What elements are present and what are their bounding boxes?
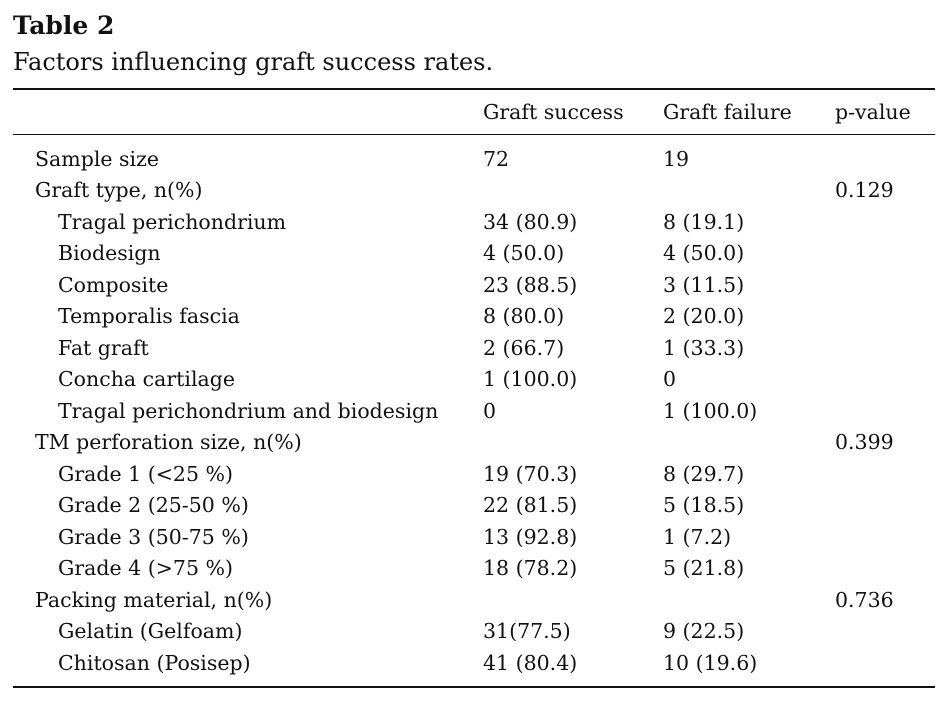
row-label: Gelatin (Gelfoam) [58,619,243,644]
cell-graft-success: 1 (100.0) [483,367,578,392]
cell-graft-failure: 3 (11.5) [663,272,745,297]
cell-graft-success [483,175,663,207]
cell-graft-success: 18 (78.2) [483,556,578,581]
row-label: Tragal perichondrium [58,209,287,234]
header-row: Graft success Graft failure p-value [13,92,935,132]
header-graft-success: Graft success [483,100,624,124]
cell-graft-success: 22 (81.5) [483,493,578,518]
cell-graft-success: 41 (80.4) [483,650,578,675]
cell-p-value [835,269,935,301]
cell-p-value [835,238,935,270]
table-body: Sample size 72 19 Graft type, n(%) 0.129 Trag… [13,132,935,679]
cell-p-value [835,395,935,427]
cell-graft-failure: 5 (18.5) [663,493,745,518]
cell-p-value [835,143,935,175]
cell-graft-failure: 1 (7.2) [663,524,732,549]
factors-table: Graft success Graft failure p-value Samp… [13,92,935,679]
row-label: Grade 1 (<25 %) [58,461,233,486]
cell-graft-success: 4 (50.0) [483,241,565,266]
cell-graft-success: 31(77.5) [483,619,571,644]
cell-graft-failure [663,584,835,616]
table-label: Table 2 [13,11,115,40]
table-caption: Factors influencing graft success rates. [13,48,494,76]
spacer-row [13,132,935,143]
row-label: Composite [58,272,169,297]
header-graft-failure: Graft failure [663,100,792,124]
cell-graft-failure: 9 (22.5) [663,619,745,644]
cell-p-value: 0.399 [835,430,894,455]
cell-graft-success: 2 (66.7) [483,335,565,360]
cell-graft-success: 72 [483,146,510,171]
table-row: Grade 1 (<25 %) 19 (70.3) 8 (29.7) [13,458,935,490]
table-row: Gelatin (Gelfoam) 31(77.5) 9 (22.5) [13,616,935,648]
cell-graft-success: 19 (70.3) [483,461,578,486]
cell-graft-failure: 4 (50.0) [663,241,745,266]
cell-graft-failure [663,427,835,459]
table-row: Fat graft 2 (66.7) 1 (33.3) [13,332,935,364]
cell-p-value [835,490,935,522]
table-row: Tragal perichondrium 34 (80.9) 8 (19.1) [13,206,935,238]
table-row: Grade 2 (25-50 %) 22 (81.5) 5 (18.5) [13,490,935,522]
table-row: Concha cartilage 1 (100.0) 0 [13,364,935,396]
cell-p-value [835,364,935,396]
cell-p-value [835,301,935,333]
cell-graft-success: 13 (92.8) [483,524,578,549]
cell-graft-failure: 1 (100.0) [663,398,758,423]
cell-graft-failure: 19 [663,146,690,171]
cell-graft-failure: 1 (33.3) [663,335,745,360]
cell-graft-success: 8 (80.0) [483,304,565,329]
header-label [13,92,483,132]
row-label: Fat graft [58,335,149,360]
cell-p-value: 0.129 [835,178,894,203]
cell-graft-success: 0 [483,398,497,423]
cell-p-value [835,521,935,553]
table-row: Grade 4 (>75 %) 18 (78.2) 5 (21.8) [13,553,935,585]
row-label: Biodesign [58,241,161,266]
cell-graft-success: 34 (80.9) [483,209,578,234]
table-row: Biodesign 4 (50.0) 4 (50.0) [13,238,935,270]
row-label: Grade 2 (25-50 %) [58,493,249,518]
row-label: Temporalis fascia [58,304,240,329]
cell-p-value [835,553,935,585]
cell-graft-failure: 2 (20.0) [663,304,745,329]
table-row: Grade 3 (50-75 %) 13 (92.8) 1 (7.2) [13,521,935,553]
row-label: Chitosan (Posisep) [58,650,251,675]
cell-graft-failure [663,175,835,207]
row-label: Packing material, n(%) [35,587,273,612]
cell-graft-failure: 8 (29.7) [663,461,745,486]
cell-graft-failure: 5 (21.8) [663,556,745,581]
cell-graft-success [483,584,663,616]
row-label: TM perforation size, n(%) [35,430,302,455]
table-row: Composite 23 (88.5) 3 (11.5) [13,269,935,301]
cell-p-value [835,647,935,679]
table-row: Graft type, n(%) 0.129 [13,175,935,207]
row-label: Graft type, n(%) [35,178,203,203]
header-rule [13,134,935,135]
table-row: Chitosan (Posisep) 41 (80.4) 10 (19.6) [13,647,935,679]
table-row: Packing material, n(%) 0.736 [13,584,935,616]
cell-graft-failure: 0 [663,367,677,392]
cell-graft-success: 23 (88.5) [483,272,578,297]
cell-p-value [835,332,935,364]
table-row: TM perforation size, n(%) 0.399 [13,427,935,459]
cell-p-value: 0.736 [835,587,894,612]
cell-p-value [835,458,935,490]
table-row: Temporalis fascia 8 (80.0) 2 (20.0) [13,301,935,333]
header-p-value: p-value [835,100,911,124]
row-label: Grade 3 (50-75 %) [58,524,249,549]
cell-graft-failure: 8 (19.1) [663,209,745,234]
row-label: Sample size [35,146,160,171]
table-row: Sample size 72 19 [13,143,935,175]
row-label: Concha cartilage [58,367,235,392]
cell-p-value [835,206,935,238]
row-label: Tragal perichondrium and biodesign [58,398,439,423]
top-rule [13,88,935,90]
cell-graft-success [483,427,663,459]
cell-graft-failure: 10 (19.6) [663,650,758,675]
cell-p-value [835,616,935,648]
table-row: Tragal perichondrium and biodesign 0 1 (10… [13,395,935,427]
row-label: Grade 4 (>75 %) [58,556,233,581]
bottom-rule [13,686,935,688]
